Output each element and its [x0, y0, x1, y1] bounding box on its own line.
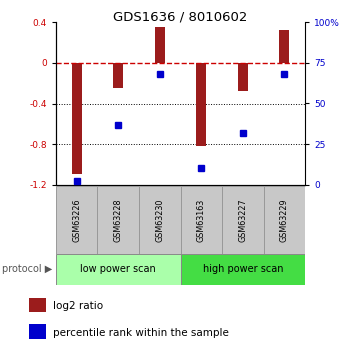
Text: GSM63163: GSM63163 — [197, 198, 206, 241]
Bar — [139, 186, 180, 254]
Bar — [29, 298, 46, 312]
Bar — [264, 186, 305, 254]
Text: GDS1636 / 8010602: GDS1636 / 8010602 — [113, 10, 248, 23]
Text: high power scan: high power scan — [203, 265, 283, 274]
Bar — [180, 186, 222, 254]
Text: GSM63230: GSM63230 — [155, 198, 164, 241]
Bar — [155, 28, 165, 63]
Text: GSM63226: GSM63226 — [72, 198, 81, 242]
Text: percentile rank within the sample: percentile rank within the sample — [53, 328, 229, 338]
Bar — [56, 186, 97, 254]
Bar — [113, 63, 123, 88]
Bar — [29, 324, 46, 339]
Bar — [279, 30, 290, 63]
Text: low power scan: low power scan — [81, 265, 156, 274]
Text: GSM63228: GSM63228 — [114, 198, 123, 242]
Bar — [222, 186, 264, 254]
Bar — [71, 63, 82, 175]
Bar — [56, 254, 180, 285]
Text: GSM63227: GSM63227 — [238, 198, 247, 242]
Bar — [180, 254, 305, 285]
Text: GSM63229: GSM63229 — [280, 198, 289, 242]
Text: protocol ▶: protocol ▶ — [2, 265, 52, 274]
Text: log2 ratio: log2 ratio — [53, 301, 103, 311]
Bar — [97, 186, 139, 254]
Bar — [196, 63, 206, 146]
Bar — [238, 63, 248, 91]
